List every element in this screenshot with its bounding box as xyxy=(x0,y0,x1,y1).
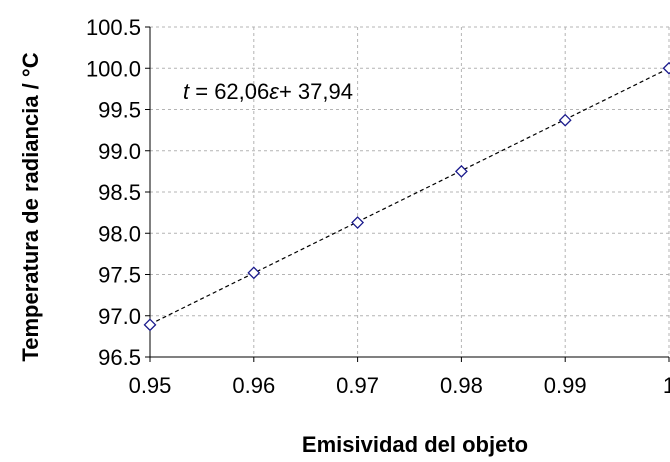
trendline-equation: t = 62,06ε+ 37,94 xyxy=(183,79,353,104)
trendline-path xyxy=(149,67,670,325)
data-point xyxy=(247,266,261,280)
trendline xyxy=(149,67,670,325)
data-point xyxy=(662,61,670,75)
y-tick-label: 97.0 xyxy=(98,304,141,329)
y-tick-label: 98.5 xyxy=(98,180,141,205)
y-tick-label: 96.5 xyxy=(98,345,141,370)
y-tick-label: 100.5 xyxy=(86,15,141,40)
data-point xyxy=(143,318,157,332)
x-tick-label: 0.97 xyxy=(336,373,379,398)
y-tick-label: 97.5 xyxy=(98,263,141,288)
equation-variable: t xyxy=(183,79,190,104)
y-tick-label: 99.0 xyxy=(98,139,141,164)
x-tick-labels: 0.95 0.96 0.97 0.98 0.99 1 xyxy=(129,373,670,398)
data-points xyxy=(143,61,670,332)
x-tick-label: 0.96 xyxy=(232,373,275,398)
y-tick-label: 100.0 xyxy=(86,56,141,81)
y-tick-label: 99.5 xyxy=(98,98,141,123)
equation-coefficient: = 62,06 xyxy=(189,79,269,104)
x-tick-label: 0.98 xyxy=(440,373,483,398)
equation-epsilon: ε xyxy=(269,79,279,104)
x-axis-title: Emisividad del objeto xyxy=(302,432,528,457)
x-tick-label: 1 xyxy=(663,373,670,398)
grid xyxy=(149,26,670,358)
y-axis-title: Temperatura de radiancia / °C xyxy=(18,52,43,361)
data-point xyxy=(454,164,468,178)
y-tick-label: 98.0 xyxy=(98,221,141,246)
x-tick-label: 0.99 xyxy=(544,373,587,398)
data-point xyxy=(558,113,572,127)
axes xyxy=(145,26,670,362)
y-tick-labels: 96.5 97.0 97.5 98.0 98.5 99.0 99.5 100.0 100.5 xyxy=(86,15,141,370)
x-tick-label: 0.95 xyxy=(129,373,172,398)
data-point xyxy=(351,216,365,229)
equation-intercept: + 37,94 xyxy=(279,79,353,104)
